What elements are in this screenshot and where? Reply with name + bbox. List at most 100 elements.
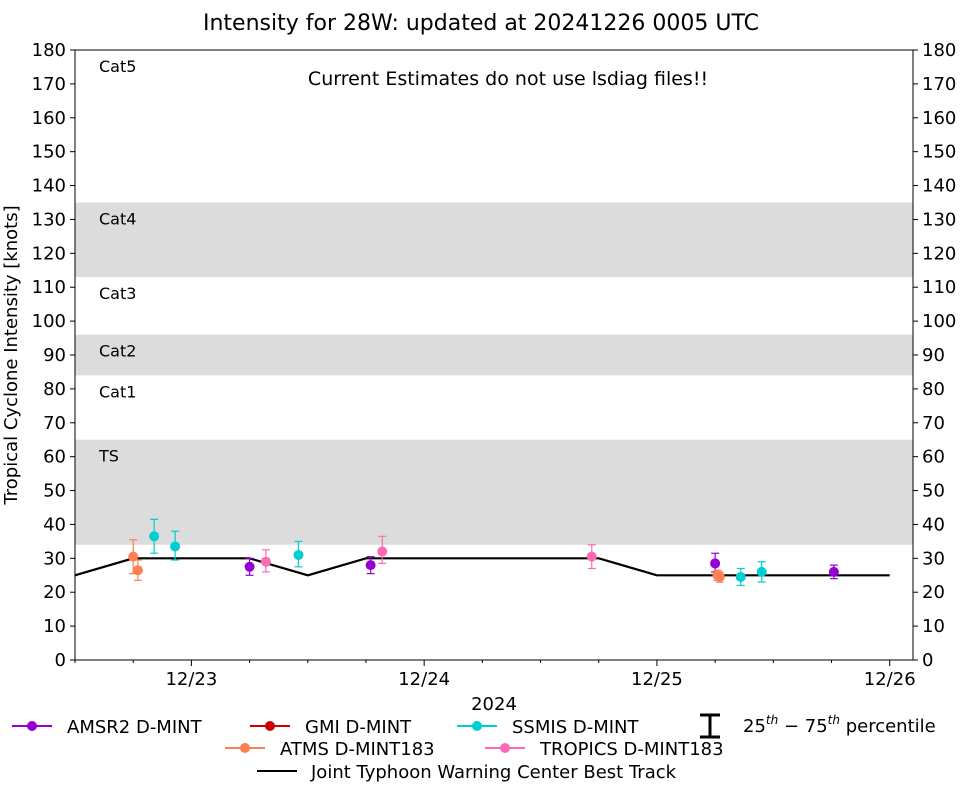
legend-item-atms: ATMS D-MINT183 [225, 739, 435, 760]
legend-item-percentile: 25th − 75th percentile [700, 713, 936, 739]
y-tick-label-left-90: 90 [43, 345, 66, 366]
y-tick-label-right-100: 100 [922, 311, 956, 332]
y-tick-label-right-20: 20 [922, 582, 945, 603]
y-tick-label-right-110: 110 [922, 277, 956, 298]
x-tick-label-0: 12/23 [165, 669, 217, 690]
x-axis-label: 2024 [471, 694, 517, 715]
y-tick-label-right-140: 140 [922, 176, 956, 197]
legend-item-gmi: GMI D-MINT [250, 717, 412, 738]
legend-label-amsr2: AMSR2 D-MINT [67, 717, 203, 738]
point-amsr2-1 [365, 560, 376, 571]
x-tick-label-2: 12/25 [631, 669, 683, 690]
y-tick-label-right-50: 50 [922, 481, 945, 502]
y-tick-label-left-50: 50 [43, 481, 66, 502]
point-ssmis-3 [735, 571, 746, 582]
legend-label-atms: ATMS D-MINT183 [280, 739, 435, 760]
point-ssmis-2 [293, 549, 304, 560]
legend-marker-ssmis [472, 721, 482, 731]
x-tick-label-3: 12/26 [864, 669, 916, 690]
y-tick-label-left-0: 0 [55, 650, 66, 671]
band-ts [75, 439, 913, 545]
percentile-label-part-2: − 75 [778, 716, 827, 737]
y-tick-label-left-100: 100 [32, 311, 66, 332]
x-tick-label-1: 12/24 [398, 669, 450, 690]
y-tick-label-right-10: 10 [922, 616, 945, 637]
y-tick-label-left-140: 140 [32, 176, 66, 197]
y-tick-label-right-150: 150 [922, 142, 956, 163]
band-label-cat2: Cat2 [99, 342, 136, 361]
percentile-label-part-4: percentile [840, 716, 936, 737]
y-tick-label-left-10: 10 [43, 616, 66, 637]
best-track-line [74, 557, 890, 577]
legend-marker-amsr2 [27, 721, 37, 731]
legend-item-best-track: Joint Typhoon Warning Center Best Track [257, 762, 677, 783]
legend: AMSR2 D-MINT GMI D-MINT SSMIS D-MINT ATMS D… [12, 713, 936, 783]
y-tick-label-left-150: 150 [32, 142, 66, 163]
point-atms-0 [128, 551, 139, 562]
category-bands [75, 202, 913, 545]
legend-label-percentile: 25th − 75th percentile [743, 713, 936, 737]
point-tropics-2 [586, 551, 597, 562]
y-tick-label-left-180: 180 [32, 40, 66, 61]
point-ssmis-4 [756, 566, 767, 577]
legend-label-best-track: Joint Typhoon Warning Center Best Track [310, 762, 677, 783]
y-tick-label-right-130: 130 [922, 209, 956, 230]
y-tick-label-left-120: 120 [32, 243, 66, 264]
band-label-cat3: Cat3 [99, 284, 136, 303]
percentile-label-part-1: th [766, 713, 778, 727]
series-atms [128, 539, 725, 583]
y-tick-label-right-0: 0 [922, 650, 933, 671]
legend-label-tropics: TROPICS D-MINT183 [539, 739, 724, 760]
y-tick-label-right-120: 120 [922, 243, 956, 264]
y-tick-label-left-80: 80 [43, 379, 66, 400]
percentile-label-part-3: th [828, 713, 840, 727]
y-tick-label-left-110: 110 [32, 277, 66, 298]
y-tick-label-right-160: 160 [922, 108, 956, 129]
best-track-polyline [74, 557, 890, 577]
y-axis-right: 0 10 20 30 40 50 60 70 80 90 100 110 120 130 140 150 160… [913, 40, 956, 671]
band-label-cat1: Cat1 [99, 382, 136, 401]
series-amsr2 [244, 552, 839, 580]
legend-marker-atms [240, 743, 250, 753]
point-amsr2-2 [710, 558, 721, 569]
y-tick-label-right-170: 170 [922, 74, 956, 95]
y-tick-label-right-180: 180 [922, 40, 956, 61]
y-tick-label-right-90: 90 [922, 345, 945, 366]
chart-title: Intensity for 28W: updated at 20241226 0… [203, 11, 759, 36]
y-tick-label-left-20: 20 [43, 582, 66, 603]
point-atms-3 [714, 571, 725, 582]
y-tick-label-left-30: 30 [43, 548, 66, 569]
x-axis: 12/23 12/24 12/25 12/26 [74, 660, 916, 690]
band-label-cat5: Cat5 [99, 57, 136, 76]
y-tick-label-left-160: 160 [32, 108, 66, 129]
chart-annotation: Current Estimates do not use lsdiag file… [308, 68, 708, 90]
point-amsr2-0 [244, 561, 255, 572]
y-tick-label-left-70: 70 [43, 413, 66, 434]
legend-item-amsr2: AMSR2 D-MINT [12, 717, 203, 738]
series-ssmis [149, 518, 767, 587]
legend-marker-gmi [265, 721, 275, 731]
y-tick-label-right-30: 30 [922, 548, 945, 569]
percentile-label-part-0: 25 [743, 716, 766, 737]
band-label-ts: TS [98, 447, 119, 466]
category-band-labels: TS Cat1 Cat2 Cat3 Cat4 Cat5 [98, 57, 136, 466]
band-label-cat4: Cat4 [99, 210, 136, 229]
y-tick-label-right-80: 80 [922, 379, 945, 400]
band-cat4 [75, 202, 913, 278]
series-tropics [260, 535, 597, 573]
point-ssmis-0 [149, 531, 160, 542]
y-tick-label-left-40: 40 [43, 514, 66, 535]
y-tick-label-left-170: 170 [32, 74, 66, 95]
point-tropics-1 [377, 546, 388, 557]
percentile-icon [700, 713, 720, 739]
point-atms-1 [132, 565, 143, 576]
legend-marker-tropics [500, 743, 510, 753]
y-tick-label-left-60: 60 [43, 447, 66, 468]
point-ssmis-1 [170, 541, 181, 552]
y-axis-label: Tropical Cyclone Intensity [knots] [1, 205, 22, 505]
point-amsr2-3 [828, 566, 839, 577]
y-tick-label-right-70: 70 [922, 413, 945, 434]
y-tick-label-left-130: 130 [32, 209, 66, 230]
legend-item-ssmis: SSMIS D-MINT [457, 717, 639, 738]
